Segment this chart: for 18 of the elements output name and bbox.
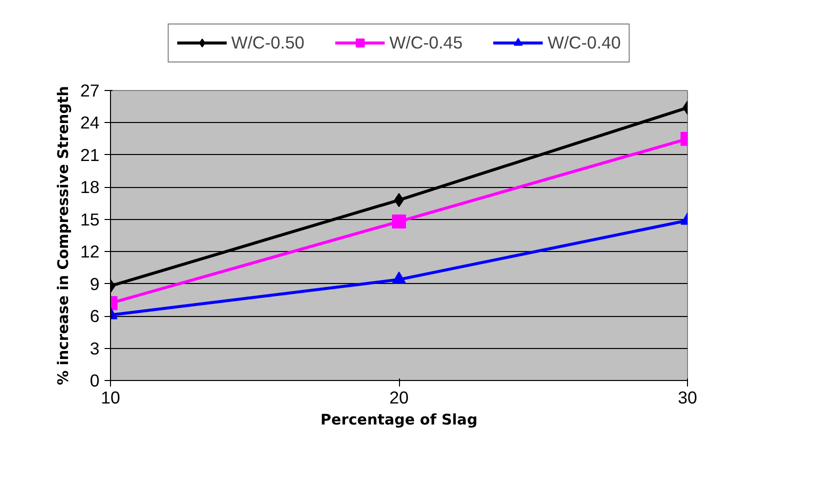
y-tick-label: 15	[80, 209, 100, 230]
y-tick-label: 6	[90, 306, 100, 326]
y-tick-label: 12	[80, 242, 100, 262]
y-tick-label: 0	[90, 370, 100, 390]
y-tick-label: 3	[90, 338, 100, 358]
x-tick-label: 30	[678, 388, 698, 408]
legend-label: W/C-0.40	[548, 32, 621, 53]
x-tick-label: 20	[389, 388, 409, 408]
legend-label: W/C-0.45	[389, 32, 463, 53]
y-tick-label: 18	[80, 177, 100, 198]
legend-label: W/C-0.50	[231, 32, 304, 53]
y-axis-title: % increase in Compressive Strength	[55, 86, 72, 386]
y-tick-label: 9	[90, 274, 100, 294]
y-tick-label: 27	[80, 80, 100, 100]
x-tick-label: 10	[100, 388, 120, 408]
y-tick-label: 21	[80, 144, 100, 165]
y-tick-label: 24	[80, 112, 100, 133]
x-axis-title: Percentage of Slag	[320, 412, 478, 428]
